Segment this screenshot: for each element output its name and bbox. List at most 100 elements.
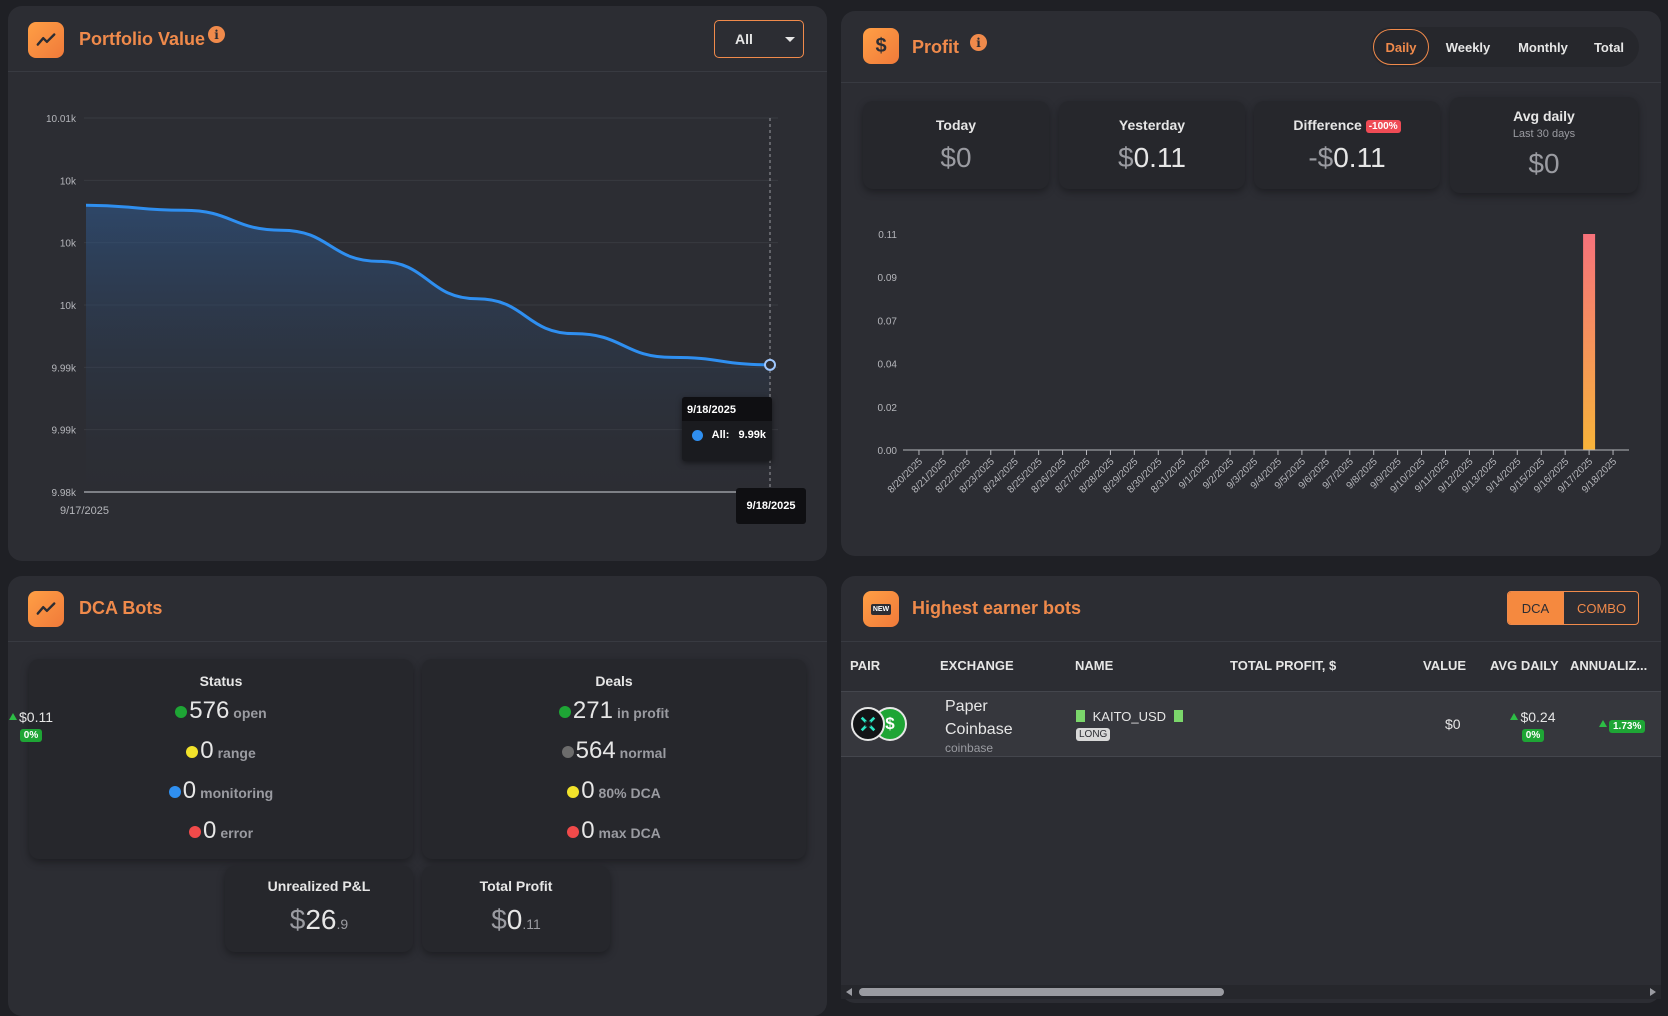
tab-dca[interactable]: DCA	[1508, 592, 1563, 624]
annualized-cell: 1.73%	[1599, 716, 1646, 734]
status-count: 576	[189, 697, 230, 724]
col-annualized[interactable]: ANNUALIZ...	[1570, 658, 1648, 673]
portfolio-chart: 10.01k 10k 10k 10k 9.99k 9.99k 9.98k 9/17/2025	[46, 114, 778, 517]
y-tick-label: 10.01k	[46, 114, 77, 125]
tab-monthly[interactable]: Monthly	[1518, 39, 1568, 55]
profit-chart: 0.110.090.070.040.020.00 8/20/20258/21/2…	[878, 230, 1629, 496]
scroll-left-icon[interactable]	[846, 988, 852, 996]
deals-text: 80% DCA	[598, 785, 661, 801]
unrealized-value: $26.9	[289, 904, 349, 935]
avg-daily-card: Avg daily Last 30 days $0	[1450, 97, 1638, 193]
yesterday-value: $0.11	[1118, 142, 1186, 173]
y-tick-label: 9.99k	[52, 363, 77, 374]
col-exchange[interactable]: EXCHANGE	[940, 658, 1014, 673]
y-tick-label: 9.99k	[52, 426, 77, 437]
avg-daily-value: $0	[1528, 148, 1560, 179]
avg-daily-label: Avg daily	[1513, 108, 1575, 124]
portfolio-info-icon[interactable]: i	[208, 26, 225, 43]
dca-header: DCA Bots	[8, 576, 827, 642]
hover-point	[764, 358, 776, 371]
y-tick-label: 0.04	[878, 360, 898, 371]
earners-title: Highest earner bots	[912, 598, 1082, 618]
y-tick-label: 10k	[60, 301, 77, 312]
dca-title: DCA Bots	[79, 598, 163, 618]
kaito-coin-icon	[851, 707, 885, 741]
portfolio-filter-select[interactable]: All	[714, 20, 804, 58]
tooltip-value: 9.99k	[738, 429, 766, 441]
total-profit-card: Total Profit $0.11	[422, 866, 610, 952]
y-tick-label: 10k	[60, 176, 77, 187]
trend-icon	[28, 591, 64, 627]
new-icon-text: NEW	[870, 603, 892, 615]
chart-tooltip: 9/18/2025 All: 9.99k	[682, 397, 772, 461]
tab-weekly[interactable]: Weekly	[1445, 39, 1491, 55]
deals-count: 564	[575, 737, 616, 764]
status-count: 0	[200, 737, 214, 764]
tab-combo[interactable]: COMBO	[1563, 592, 1638, 624]
difference-value: -$0.11	[1308, 142, 1386, 173]
exchange-name-line2: Coinbase	[945, 721, 1013, 738]
y-tick-label: 9.98k	[52, 488, 77, 499]
up-arrow-icon	[1599, 720, 1607, 727]
portfolio-value-panel: Portfolio Value i All 10.01k 10k 10k 10k 9.9…	[8, 6, 827, 561]
deals-row: 271 in profit	[422, 697, 806, 725]
deals-label: Deals	[595, 673, 633, 689]
scrollbar-thumb[interactable]	[859, 988, 1224, 996]
portfolio-title: Portfolio Value	[79, 29, 206, 49]
scroll-right-icon[interactable]	[1650, 988, 1656, 996]
unrealized-card: Unrealized P&L $26.9	[225, 866, 413, 952]
deals-count: 0	[581, 817, 595, 844]
tab-total[interactable]: Total	[1593, 39, 1625, 55]
total-profit-label: Total Profit	[479, 878, 553, 894]
annualized-badge: 1.73%	[1609, 720, 1646, 733]
horizontal-scrollbar[interactable]	[841, 985, 1661, 999]
col-name[interactable]: NAME	[1075, 658, 1114, 673]
col-value[interactable]: VALUE	[1423, 658, 1467, 673]
yesterday-label: Yesterday	[1118, 117, 1186, 133]
unrealized-label: Unrealized P&L	[267, 878, 371, 894]
table-row[interactable]: $ Paper Coinbase coinbase KAITO_USD LONG…	[9, 691, 1661, 757]
avg-daily-sub: Last 30 days	[1512, 128, 1576, 140]
yesterday-card: Yesterday $0.11	[1059, 101, 1245, 189]
bot-name[interactable]: KAITO_USD	[1092, 709, 1167, 724]
up-arrow-icon	[9, 713, 17, 720]
chevron-down-icon	[785, 37, 795, 42]
status-card: Status 576 open 0 range 0 monitoring 0 error	[29, 659, 413, 859]
status-dot-icon	[567, 785, 580, 798]
tab-daily[interactable]: Daily	[1373, 29, 1429, 65]
col-total-profit[interactable]: TOTAL PROFIT, $	[1230, 658, 1337, 673]
difference-label: Difference -100%	[1254, 117, 1440, 133]
profit-info-icon[interactable]: i	[970, 34, 987, 51]
today-value: $0	[940, 142, 972, 173]
deals-row: 564 normal	[422, 737, 806, 765]
tooltip-series-dot	[692, 429, 703, 441]
status-dot-icon	[567, 825, 580, 838]
col-pair[interactable]: PAIR	[850, 658, 881, 673]
book-icon	[1076, 710, 1085, 722]
total-profit-pct: 0%	[19, 729, 43, 742]
tooltip-series: All:	[711, 429, 730, 441]
x-tick-start: 9/17/2025	[60, 505, 109, 517]
status-dot-icon	[168, 785, 181, 798]
portfolio-area	[86, 205, 770, 492]
status-count: 0	[202, 817, 217, 844]
y-tick-label: 0.07	[878, 316, 898, 327]
profit-title: Profit	[912, 37, 959, 57]
deals-count: 271	[572, 697, 613, 724]
portfolio-line	[85, 203, 771, 367]
deals-text: in profit	[616, 705, 670, 721]
trend-icon	[28, 22, 64, 58]
profit-panel: $ Profit i Daily Weekly Monthly Total To…	[841, 11, 1661, 556]
profit-header: $ Profit i Daily Weekly Monthly Total	[841, 11, 1661, 83]
y-tick-label: 0.02	[878, 403, 898, 414]
col-avg-daily[interactable]: AVG DAILY	[1490, 658, 1559, 673]
status-count: 0	[182, 777, 197, 804]
side-badge: LONG	[1076, 728, 1111, 741]
dollar-icon: $	[863, 28, 899, 64]
status-dot-icon	[558, 705, 571, 718]
status-dot-icon	[561, 745, 574, 758]
y-tick-label: 0.00	[878, 446, 898, 457]
book-icon	[1173, 710, 1183, 722]
profit-bar[interactable]	[1583, 234, 1596, 450]
y-tick-label: 10k	[60, 239, 77, 250]
